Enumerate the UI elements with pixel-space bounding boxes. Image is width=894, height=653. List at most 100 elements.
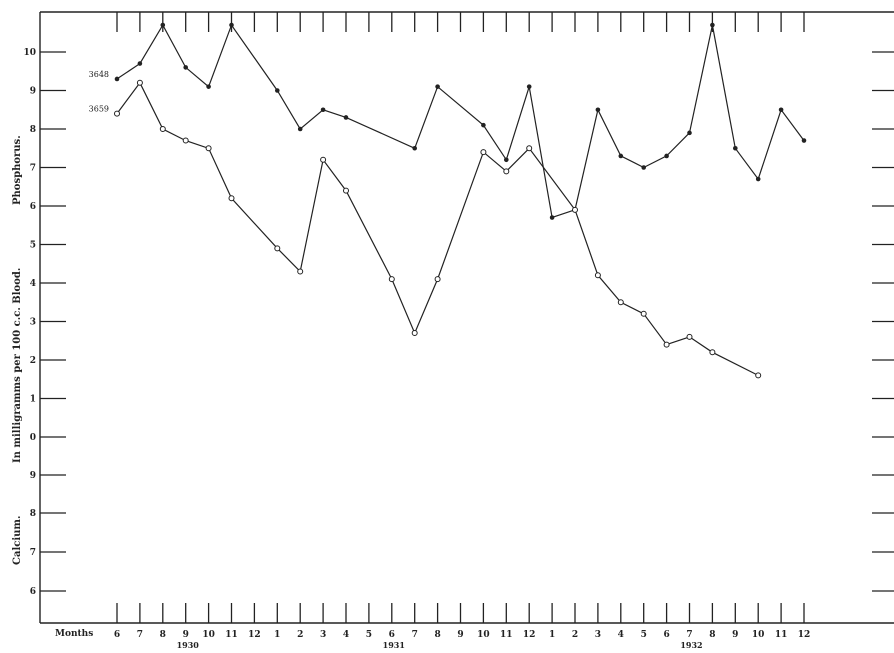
y-tick-label: 6 (30, 202, 36, 212)
data-point-3648 (618, 153, 624, 159)
y-tick-label: 3 (30, 318, 36, 328)
data-point-3648 (160, 22, 166, 28)
data-point-3659 (480, 149, 487, 156)
data-point-3659 (503, 168, 510, 175)
y-tick-label-calcium: 7 (30, 548, 36, 558)
x-tick-label: 1 (549, 630, 555, 640)
data-point-3659 (755, 372, 762, 379)
x-tick-label: 7 (137, 630, 143, 640)
x-tick-label: 7 (686, 630, 692, 640)
data-point-3648 (206, 84, 211, 89)
x-tick-label: 10 (202, 630, 215, 640)
x-tick-label: 9 (183, 630, 189, 640)
data-point-3659 (159, 126, 166, 132)
data-point-3659 (320, 156, 327, 163)
x-tick-label: 6 (663, 630, 669, 640)
y-tick-label: 8 (30, 125, 36, 135)
x-tick-label: 4 (618, 630, 624, 640)
x-axis: 6 7 8 9 10 11 12 1 2 3 4 5 6 7 8 9 10 11 12 1 2 3 4 5 6 7 8 9 10 11 12… (114, 630, 810, 650)
data-point-3648 (549, 215, 555, 220)
x-tick-label: 12 (798, 630, 811, 640)
axis-ticks (116, 12, 805, 623)
y-tick-label: 7 (30, 164, 36, 174)
x-tick-label: 2 (297, 630, 303, 640)
data-point-3648 (320, 107, 326, 113)
y-axis-title-units: In milligramms per 100 c.c. Blood. (12, 268, 23, 463)
data-point-3659 (617, 299, 624, 306)
x-tick-label: 8 (160, 630, 166, 640)
x-tick-label: 9 (457, 630, 463, 640)
x-tick-label: 12 (248, 630, 261, 640)
data-point-3648 (435, 84, 440, 89)
data-point-3659 (114, 110, 120, 117)
data-point-3659 (205, 145, 212, 152)
data-point-3648 (595, 107, 601, 113)
x-tick-label: 3 (595, 630, 601, 640)
data-point-3659 (274, 245, 281, 252)
series-labels: 3648 3659 (89, 70, 109, 114)
x-tick-label: 9 (732, 630, 738, 640)
data-point-3648 (137, 61, 143, 66)
series-label-3648: 3648 (89, 70, 109, 79)
data-point-3659 (411, 330, 418, 337)
data-point-3659 (136, 79, 143, 86)
data-point-3659 (640, 310, 647, 317)
x-tick-label: 10 (752, 630, 765, 640)
y-tick-label: 9 (30, 87, 36, 97)
y-tick-label: 5 (30, 241, 36, 251)
data-point-3659 (526, 145, 533, 152)
x-tick-label: 4 (343, 630, 349, 640)
x-tick-label: 10 (477, 630, 490, 640)
data-point-3648 (755, 176, 761, 182)
data-point-3659 (182, 137, 189, 144)
x-tick-label: 5 (641, 630, 647, 640)
chart-frame (39, 11, 894, 624)
x-axis-title: Months (55, 629, 93, 639)
data-point-3648 (481, 122, 486, 128)
data-point-3648 (664, 153, 669, 159)
data-point-3659 (572, 206, 578, 213)
x-tick-label: 6 (389, 630, 395, 640)
data-point-3659 (709, 349, 716, 356)
y-tick-label-calcium: 9 (30, 471, 36, 481)
x-tick-label: 12 (523, 630, 536, 640)
y-axis-title-calcium: Calcium. (12, 516, 23, 565)
y-tick-label-calcium: 6 (30, 587, 36, 597)
data-point-3648 (504, 157, 509, 163)
series-label-3659: 3659 (89, 105, 109, 114)
data-point-3648 (526, 84, 532, 89)
series-line-3659 (116, 81, 759, 376)
series-layer (114, 22, 807, 379)
data-point-3648 (343, 115, 349, 120)
x-tick-label: 11 (500, 630, 513, 640)
x-tick-label: 1 (274, 630, 280, 640)
y-tick-label: 10 (23, 48, 36, 58)
data-point-3648 (641, 165, 646, 170)
data-point-3648 (275, 88, 280, 93)
y-tick-label: 0 (30, 433, 36, 443)
y-axis-title-phosphorus: Phosphorus. (12, 135, 23, 205)
data-point-3648 (229, 22, 234, 28)
data-point-3648 (412, 145, 418, 151)
year-label: 1932 (680, 640, 702, 650)
x-tick-label: 3 (320, 630, 326, 640)
data-point-3648 (114, 76, 120, 82)
data-point-3659 (343, 187, 349, 194)
data-point-3659 (388, 276, 395, 283)
x-tick-label: 8 (709, 630, 715, 640)
data-point-3648 (778, 107, 784, 113)
y-tick-label: 1 (30, 395, 36, 405)
data-point-3648 (297, 126, 303, 132)
data-point-3659 (594, 272, 601, 279)
x-tick-label: 11 (225, 630, 238, 640)
year-label: 1931 (383, 640, 405, 650)
x-tick-label: 2 (572, 630, 578, 640)
x-tick-label: 7 (412, 630, 418, 640)
data-point-3648 (710, 22, 715, 28)
x-tick-label: 11 (775, 630, 788, 640)
y-tick-label-calcium: 8 (30, 509, 36, 519)
data-point-3659 (297, 268, 304, 275)
y-tick-label: 4 (30, 279, 36, 289)
data-point-3659 (686, 333, 693, 340)
